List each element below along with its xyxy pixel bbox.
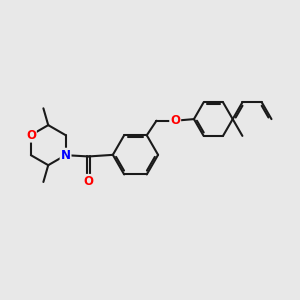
Text: N: N [61, 149, 70, 162]
Text: O: O [84, 175, 94, 188]
Text: O: O [26, 129, 36, 142]
Text: O: O [170, 114, 180, 127]
